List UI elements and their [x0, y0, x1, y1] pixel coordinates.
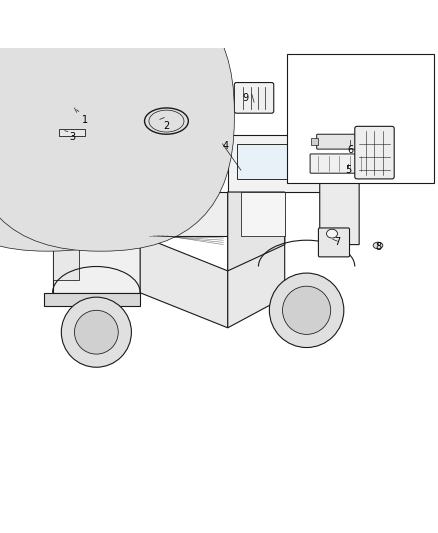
Text: 5: 5: [345, 165, 351, 175]
Polygon shape: [241, 192, 285, 236]
Bar: [311, 138, 318, 145]
FancyBboxPatch shape: [317, 134, 362, 149]
Polygon shape: [228, 192, 285, 328]
Text: 2: 2: [163, 122, 170, 131]
Text: 8: 8: [376, 242, 382, 252]
Circle shape: [283, 286, 331, 334]
Bar: [59, 130, 85, 136]
FancyBboxPatch shape: [355, 126, 394, 179]
Polygon shape: [228, 192, 285, 271]
Ellipse shape: [373, 242, 383, 249]
Text: 7: 7: [334, 237, 340, 247]
Text: 3: 3: [69, 132, 75, 142]
Polygon shape: [53, 192, 228, 236]
Text: 4: 4: [223, 141, 229, 151]
Ellipse shape: [57, 109, 92, 122]
Polygon shape: [320, 135, 359, 245]
FancyBboxPatch shape: [287, 54, 434, 183]
Ellipse shape: [326, 229, 338, 238]
Polygon shape: [228, 135, 320, 192]
FancyBboxPatch shape: [318, 228, 350, 257]
Circle shape: [269, 273, 344, 348]
Text: 1: 1: [82, 115, 88, 125]
Bar: [53, 249, 79, 280]
Polygon shape: [140, 236, 228, 328]
Text: 6: 6: [347, 146, 353, 156]
Circle shape: [61, 297, 131, 367]
FancyBboxPatch shape: [310, 154, 369, 173]
Circle shape: [74, 310, 118, 354]
FancyBboxPatch shape: [234, 83, 274, 113]
Polygon shape: [53, 236, 140, 293]
FancyBboxPatch shape: [0, 0, 234, 251]
Polygon shape: [237, 144, 311, 179]
Polygon shape: [44, 293, 140, 306]
Ellipse shape: [48, 104, 101, 126]
Text: 9: 9: [242, 93, 248, 103]
FancyBboxPatch shape: [0, 0, 182, 251]
